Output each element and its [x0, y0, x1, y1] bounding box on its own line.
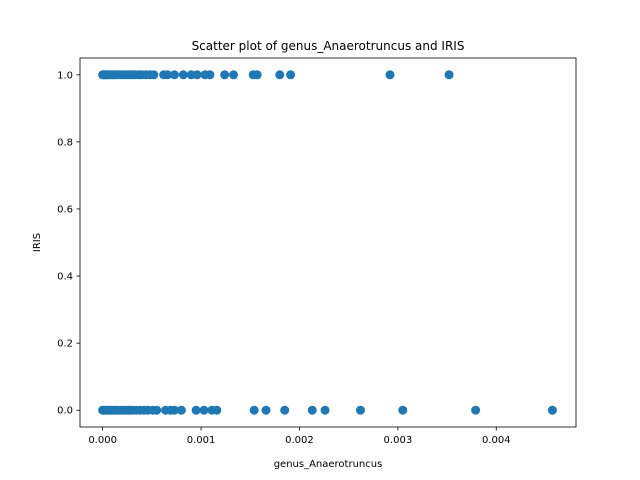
data-points	[98, 70, 557, 415]
data-point	[229, 70, 239, 80]
data-point	[192, 70, 202, 80]
y-tick-label: 0.0	[57, 406, 73, 417]
x-tick-label: 0.002	[285, 435, 314, 446]
data-point	[152, 405, 162, 415]
y-tick-label: 0.8	[57, 137, 73, 148]
y-axis-ticks: 0.0 0.2 0.4 0.6 0.8 1.0	[57, 70, 80, 417]
y-axis-label: IRIS	[32, 233, 43, 252]
data-point	[249, 405, 259, 415]
chart-title: Scatter plot of genus_Anaerotruncus and …	[192, 39, 465, 53]
data-point	[286, 70, 296, 80]
data-point	[261, 405, 271, 415]
y-tick-label: 0.6	[57, 204, 73, 215]
data-point	[252, 70, 262, 80]
data-point	[307, 405, 317, 415]
data-point	[178, 70, 188, 80]
x-axis-ticks: 0.000 0.001 0.002 0.003 0.004	[88, 427, 511, 446]
data-point	[355, 405, 365, 415]
data-point	[320, 405, 330, 415]
data-point	[199, 405, 209, 415]
data-point	[547, 405, 557, 415]
data-point	[275, 70, 285, 80]
data-point	[169, 405, 179, 415]
x-tick-label: 0.004	[482, 435, 511, 446]
y-tick-label: 0.2	[57, 339, 73, 350]
data-point	[385, 70, 395, 80]
data-point	[169, 70, 179, 80]
data-point	[471, 405, 481, 415]
y-tick-label: 0.4	[57, 272, 73, 283]
plot-area-frame	[79, 57, 577, 428]
x-axis-label: genus_Anaerotruncus	[274, 459, 383, 470]
data-point	[444, 70, 454, 80]
data-point	[176, 405, 186, 415]
data-point	[149, 70, 159, 80]
data-point	[163, 70, 173, 80]
y-tick-label: 1.0	[57, 70, 73, 81]
x-tick-label: 0.000	[88, 435, 117, 446]
data-point	[398, 405, 408, 415]
data-point	[205, 70, 215, 80]
data-point	[212, 405, 222, 415]
data-point	[191, 405, 201, 415]
data-point	[220, 70, 230, 80]
x-tick-label: 0.003	[384, 435, 413, 446]
x-tick-label: 0.001	[187, 435, 216, 446]
data-point	[280, 405, 290, 415]
